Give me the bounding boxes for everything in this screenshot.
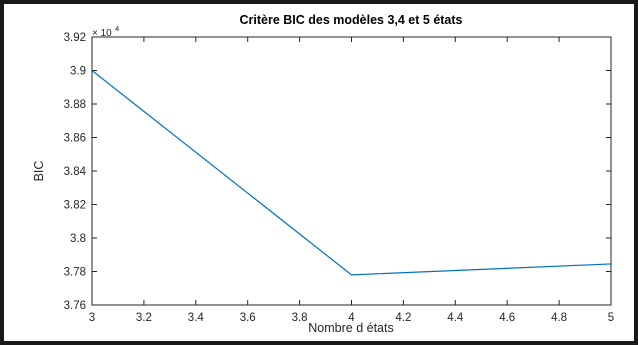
x-tick-label: 4.6 [499, 312, 515, 324]
y-tick-label: 3.88 [64, 99, 86, 111]
y-exponent-power: 4 [115, 24, 119, 33]
x-tick-label: 3.4 [188, 312, 205, 324]
y-tick-label: 3.78 [64, 267, 86, 279]
x-tick-labels: 3 3.2 3.4 3.6 3.8 4 4.2 4.4 4.6 4.8 5 [89, 312, 614, 324]
y-axis-label: BIC [32, 161, 46, 182]
y-exponent-label: × 10 4 [92, 24, 119, 39]
x-tick-label: 4.4 [447, 312, 464, 324]
y-tick-label: 3.92 [64, 32, 86, 44]
y-tick-label: 3.84 [64, 166, 87, 178]
x-tick-label: 4.2 [395, 312, 411, 324]
y-tick-label: 3.9 [70, 66, 86, 78]
series-layer [91, 70, 612, 276]
x-axis-label: Nombre d états [308, 321, 393, 335]
x-tick-label: 3.2 [136, 312, 152, 324]
y-tick-label: 3.86 [64, 133, 86, 145]
y-tick-labels: 3.76 3.78 3.8 3.82 3.84 3.86 3.88 3.9 3.92 [64, 32, 87, 312]
x-tick-label: 4.8 [551, 312, 567, 324]
x-tick-label: 3 [89, 312, 95, 324]
x-tick-label: 3.6 [240, 312, 256, 324]
y-exponent-prefix: × 10 [92, 28, 112, 39]
y-tick-label: 3.76 [64, 300, 86, 312]
x-tick-label: 4 [348, 312, 355, 324]
chart-title: Critère BIC des modèles 3,4 et 5 états [239, 13, 462, 27]
y-tick-label: 3.8 [70, 233, 86, 245]
plot-area [92, 37, 611, 305]
x-tick-label: 5 [608, 312, 614, 324]
axes-box [91, 36, 612, 306]
y-tick-label: 3.82 [64, 200, 86, 212]
x-tick-label: 3.8 [292, 312, 308, 324]
series-line [91, 70, 612, 276]
